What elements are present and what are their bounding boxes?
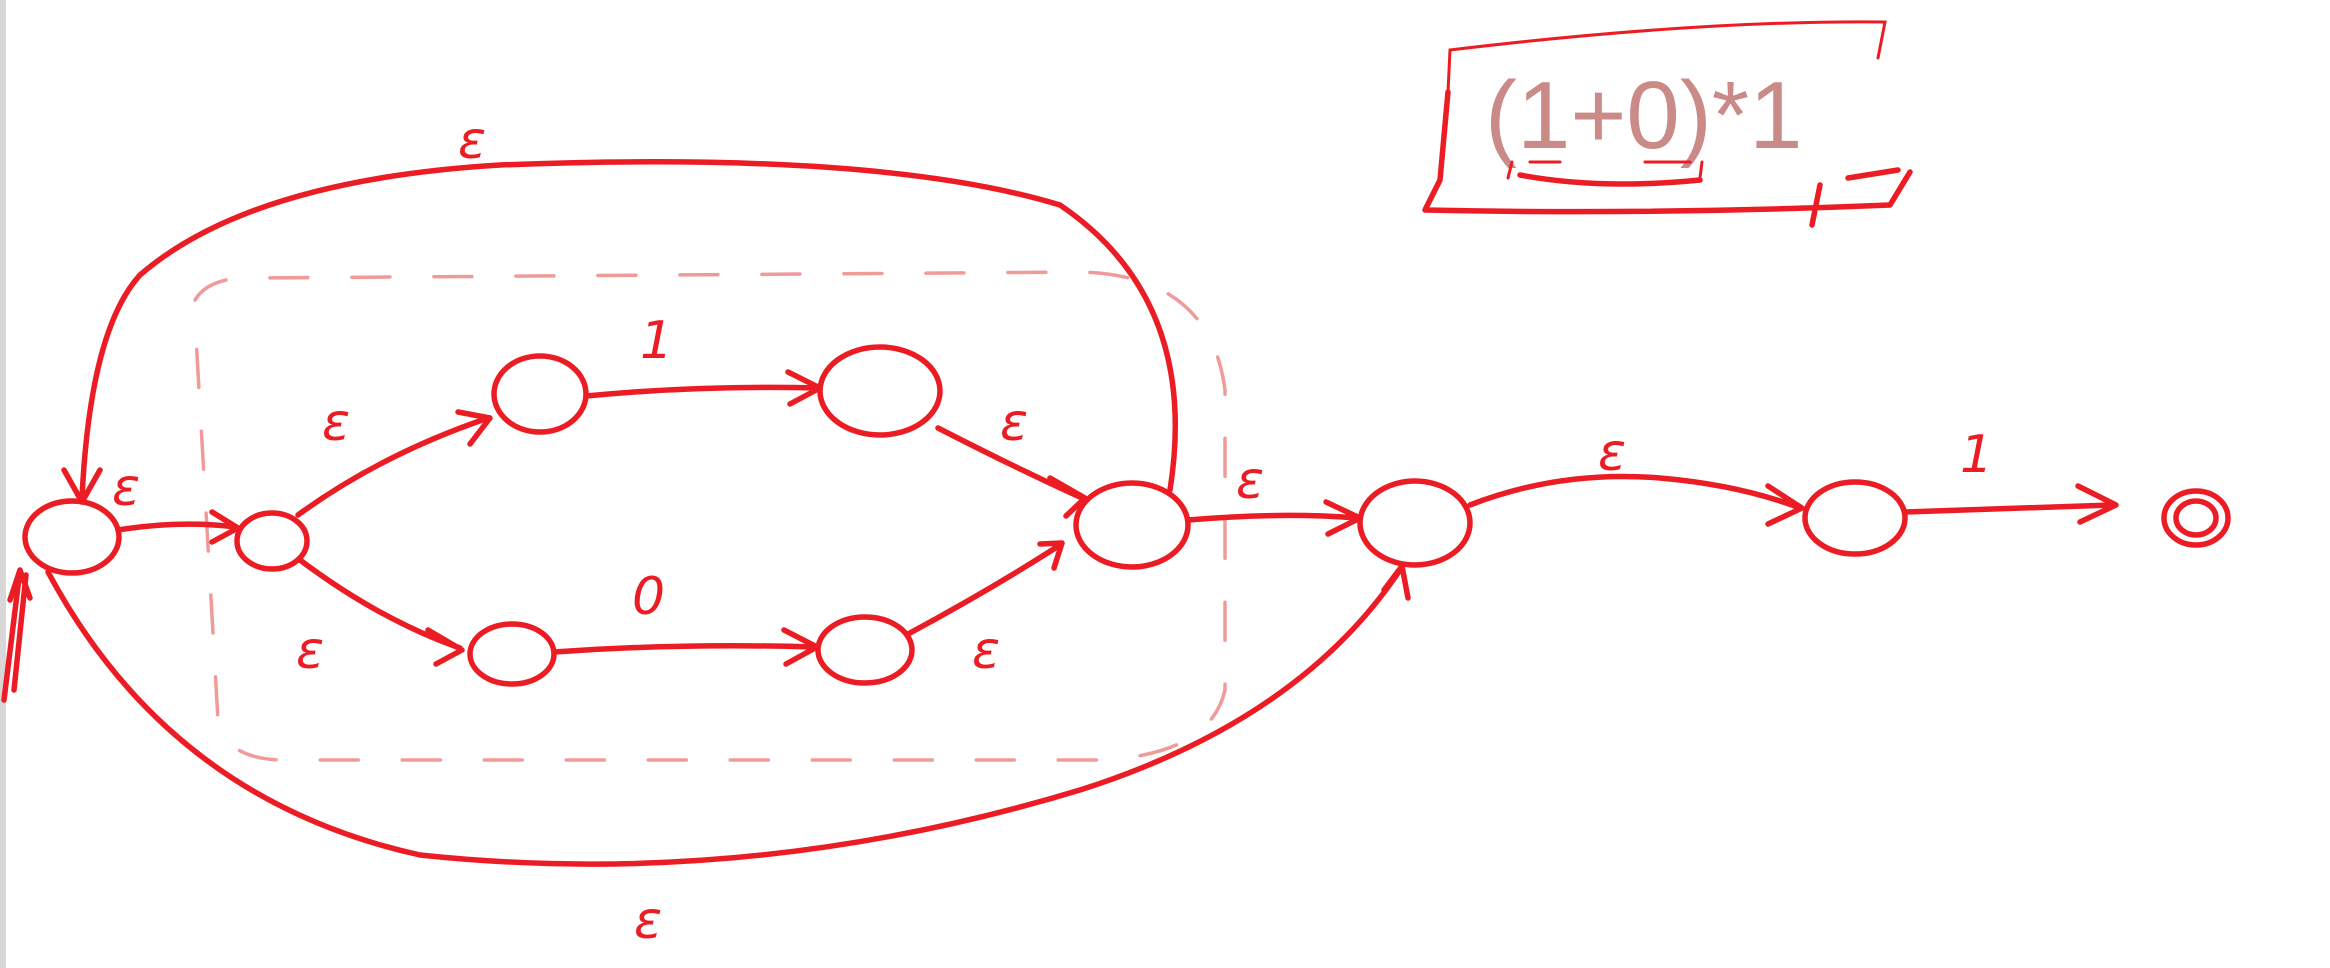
edge-q3-q6 <box>935 425 1085 501</box>
left-edge-strip <box>0 0 6 968</box>
edge-q7-q8 <box>1467 473 1803 511</box>
edge-q2-q3 <box>583 384 821 399</box>
arrowhead-q2-q3 <box>785 369 823 407</box>
edge-q1-q4 <box>297 557 463 651</box>
arrowhead-q7-q8 <box>1765 483 1805 527</box>
state-q4 <box>467 621 557 687</box>
regex-bottom-bracket <box>1422 89 1913 228</box>
label-q0-q7-bypass: ε <box>634 891 662 951</box>
edge-q6-q0-loop <box>79 159 1178 501</box>
label-q6-q0-loop: ε <box>458 111 486 171</box>
state-q9-accept-inner-ring <box>2173 498 2219 538</box>
arrowhead-q1-q2 <box>455 409 493 447</box>
edge-q6-q7 <box>1185 512 1361 523</box>
arrowhead-q4-q5 <box>781 627 820 667</box>
edge-q0-q1 <box>115 521 239 533</box>
arrowhead-q0-q1 <box>209 509 241 545</box>
start-arrow-stroke <box>11 572 29 693</box>
arrowhead-q6-q7 <box>1323 499 1363 537</box>
arrowhead-q6-q0-loop <box>61 467 103 505</box>
state-q6 <box>1073 480 1191 570</box>
label-q3-q6: ε <box>1000 393 1028 453</box>
state-q7 <box>1357 478 1473 568</box>
label-q6-q7: ε <box>1236 451 1264 511</box>
edge-q5-q6 <box>905 542 1063 637</box>
arrowhead-q8-q9 <box>2075 483 2119 525</box>
dashed-enclosure <box>193 270 1227 762</box>
arrowhead-q0-q7-bypass <box>1381 563 1411 601</box>
state-q9-accept <box>2161 488 2231 548</box>
arrowhead-q1-q4 <box>425 627 465 667</box>
regex-underline-left <box>1506 160 1704 180</box>
edge-q8-q9 <box>1902 502 2115 515</box>
state-q5 <box>815 614 915 686</box>
edge-q4-q5 <box>551 643 818 655</box>
label-q0-q1: ε <box>112 458 140 518</box>
edge-q0-q7-bypass <box>45 567 1403 867</box>
arrowhead-q5-q6 <box>1037 540 1065 571</box>
regex-expression: (1+0)*1 <box>1485 62 1803 169</box>
state-q8 <box>1802 479 1908 557</box>
state-q0-start <box>22 498 122 576</box>
label-q1-q2: ε <box>322 393 350 453</box>
edge-q1-q2 <box>295 415 491 518</box>
label-q1-q4: ε <box>296 621 324 681</box>
regex-top-bracket <box>1446 20 1887 94</box>
label-q4-q5: 0 <box>632 567 665 627</box>
state-q1 <box>234 510 310 572</box>
label-q2-q3: 1 <box>640 311 673 371</box>
arrowhead-q3-q6 <box>1047 475 1088 519</box>
state-q3 <box>817 344 943 438</box>
states-group <box>22 344 2231 687</box>
state-q2 <box>491 353 589 435</box>
label-q8-q9: 1 <box>1960 425 1993 485</box>
label-q5-q6: ε <box>972 621 1000 681</box>
label-q7-q8: ε <box>1598 423 1626 483</box>
